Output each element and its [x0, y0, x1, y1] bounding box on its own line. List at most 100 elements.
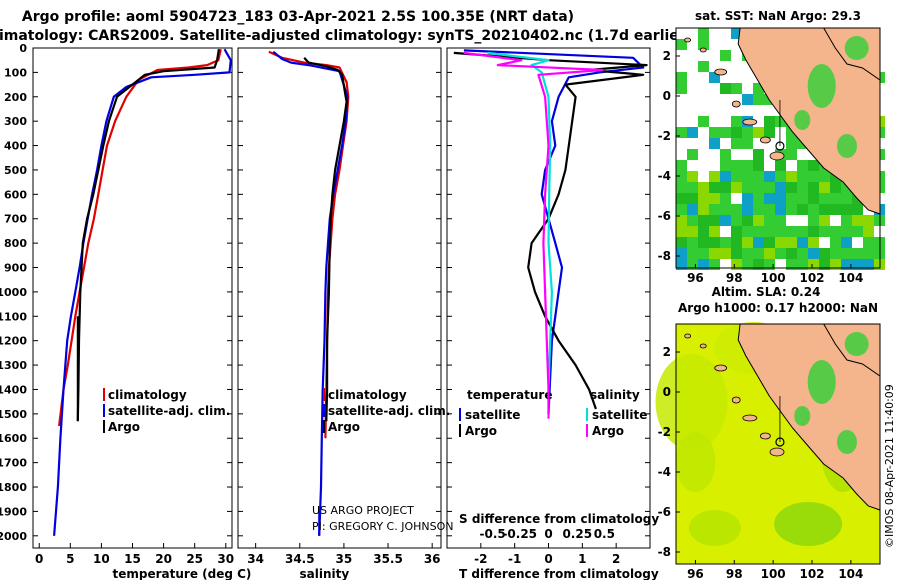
sst-cell [698, 248, 709, 259]
x-tick-label: 36 [424, 552, 441, 566]
sst-cell [808, 237, 819, 248]
sst-cell [841, 226, 852, 237]
island [699, 343, 707, 349]
map-y-tick-label: -8 [658, 249, 671, 263]
sst-cell [863, 248, 874, 259]
sst-cell [753, 193, 764, 204]
sst-cell [797, 171, 808, 182]
sst-cell [775, 182, 786, 193]
map-x-tick-label: 102 [799, 271, 824, 285]
sst-cell [753, 94, 764, 105]
sst-cell [852, 259, 863, 270]
sst-cell [830, 248, 841, 259]
sst-cell [841, 215, 852, 226]
legend-label: climatology [108, 388, 187, 402]
sst-cell [753, 215, 764, 226]
island [769, 151, 785, 161]
land-vegetation [794, 406, 811, 426]
s-tick-label: 0.5 [594, 527, 615, 541]
sst-cell [786, 138, 797, 149]
sst-cell [698, 116, 709, 127]
sst-cell [731, 171, 742, 182]
difference-legend: temperature salinity satellite Argo satellit… [459, 388, 659, 541]
x-tick-label: 15 [124, 552, 141, 566]
sla-map-frame [675, 323, 881, 565]
x-tick-label: 35.5 [373, 552, 403, 566]
sst-cell [753, 160, 764, 171]
sst-cell [830, 204, 841, 215]
sst-cell [709, 226, 720, 237]
x-tick-label: 5 [66, 552, 74, 566]
sst-cell [676, 193, 687, 204]
y-tick-label: 1500 [0, 408, 27, 421]
y-tick-label: 1400 [0, 383, 27, 396]
sst-cell [742, 193, 753, 204]
sst-cell [731, 127, 742, 138]
sst-cell [698, 193, 709, 204]
land-vegetation [836, 134, 857, 158]
salinity-profile-frame [237, 47, 442, 549]
sst-cell [819, 204, 830, 215]
map-y-tick-label: 0 [663, 89, 671, 103]
sst-cell [742, 237, 753, 248]
sla-map-title: Altim. SLA: 0.24 [712, 285, 821, 299]
y-tick-label: 1000 [0, 286, 27, 299]
legend-label: satellite [592, 408, 647, 422]
sst-cell [720, 204, 731, 215]
sla-anomaly-blob [675, 432, 716, 492]
sst-cell [775, 226, 786, 237]
sst-cell [786, 259, 797, 270]
sst-cell [775, 116, 786, 127]
sst-cell [852, 248, 863, 259]
sst-cell [764, 237, 775, 248]
sst-cell [852, 215, 863, 226]
sst-cell [797, 160, 808, 171]
sst-cell [841, 204, 852, 215]
sst-cell [786, 171, 797, 182]
island [742, 414, 758, 422]
sst-cell [720, 171, 731, 182]
sst-cell [687, 149, 698, 160]
y-tick-label: 1300 [0, 359, 27, 372]
sst-cell [764, 182, 775, 193]
sst-cell [764, 193, 775, 204]
legend-label: Argo [328, 420, 360, 434]
sst-cell [742, 127, 753, 138]
legend-label: satellite-adj. clim. [328, 404, 450, 418]
sst-cell [676, 204, 687, 215]
y-tick-label: 1700 [0, 457, 27, 470]
sla-anomaly-blob [688, 510, 741, 546]
sst-cell [687, 226, 698, 237]
sst-cell [698, 259, 709, 270]
panel-temperature-profile: 0100200300400500600700800900100011001200… [0, 42, 251, 580]
map-x-tick-label: 100 [761, 567, 786, 580]
island [714, 364, 728, 372]
land-vegetation [844, 332, 869, 356]
sst-cell [687, 204, 698, 215]
sst-cell [786, 193, 797, 204]
header-line-2: Climatology: CARS2009. Satellite-adjuste… [0, 28, 692, 44]
sst-cell [841, 248, 852, 259]
sst-cell [808, 215, 819, 226]
legend-label: Argo [592, 424, 624, 438]
sst-cell [676, 215, 687, 226]
sst-cell [720, 182, 731, 193]
sst-cell [720, 193, 731, 204]
legend-label: climatology [328, 388, 407, 402]
sst-cell [797, 193, 808, 204]
map-x-tick-label: 98 [726, 271, 743, 285]
sst-cell [753, 127, 764, 138]
sst-cell [753, 149, 764, 160]
sst-cell [742, 259, 753, 270]
sst-cell [786, 226, 797, 237]
series-climatology [268, 50, 350, 439]
sst-cell [797, 259, 808, 270]
sst-cell [841, 182, 852, 193]
sst-cell [775, 171, 786, 182]
x-tick-label: 0 [544, 552, 552, 566]
sst-cell [764, 226, 775, 237]
sst-cell [753, 226, 764, 237]
legend-title-salinity: salinity [590, 388, 640, 402]
sst-cell [753, 248, 764, 259]
sst-cell [764, 259, 775, 270]
